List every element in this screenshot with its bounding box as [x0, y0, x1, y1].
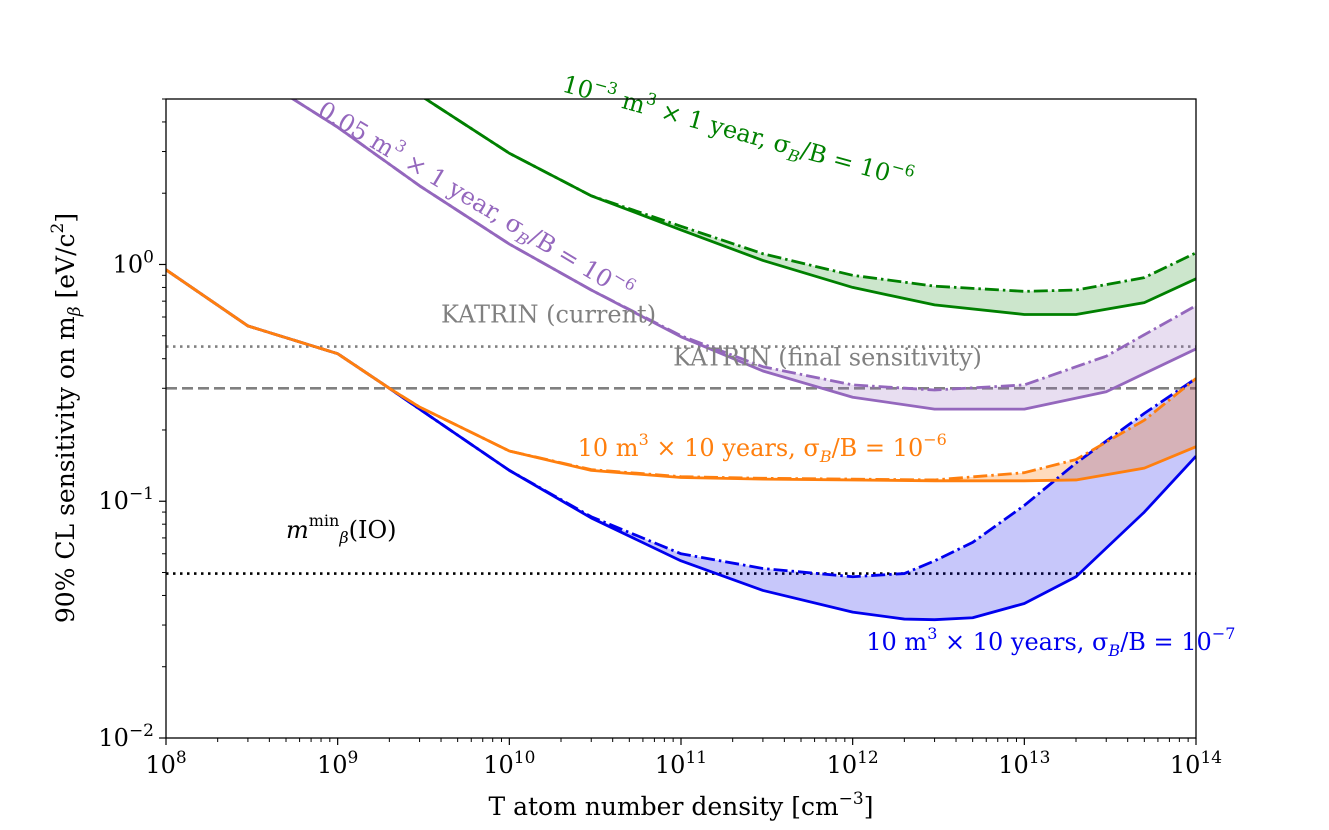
x-axis-label: T atom number density [cm−3] — [488, 789, 873, 821]
x-tick-label: 108​ — [145, 748, 186, 779]
series-solid-line-1 — [166, 268, 1196, 483]
y-tick-label: 10−2​ — [98, 721, 154, 752]
y-axis: 10−2​ 10−1​ 100​ — [98, 98, 166, 752]
y-tick-label: 10−1​ — [98, 484, 154, 515]
hline-label-katrin-final: KATRIN (final sensitivity) — [673, 343, 982, 371]
series-label-1: 10 m3 × 10 years, σB/B = 10−6 — [578, 430, 947, 466]
hline-label-io-minimum: mminβ(IO) — [286, 511, 397, 547]
x-tick-label: 1011​ — [655, 748, 707, 779]
series-band-2 — [293, 99, 1196, 410]
x-tick-label: 1014​ — [1170, 748, 1222, 779]
y-tick-label: 100​ — [113, 247, 154, 278]
series-label-0: 10 m3 × 10 years, σB/B = 10−7 — [866, 624, 1235, 660]
x-tick-label: 1010​ — [483, 748, 535, 779]
series-solid-line-3 — [423, 99, 1196, 316]
series-solid-line-2 — [290, 99, 1196, 411]
series-band-1 — [166, 269, 1196, 481]
plot-area — [166, 99, 1196, 622]
hline-label-katrin-current: KATRIN (current) — [441, 300, 656, 328]
series-band-3 — [425, 99, 1196, 315]
x-tick-label: 109​ — [317, 748, 358, 779]
x-tick-label: 1013​ — [998, 748, 1050, 779]
y-axis-label: 90% CL sensitivity on mβ [eV/c2] — [48, 213, 85, 623]
x-axis: 108​ 109​ 1010​ 1011​ 1012​ 1013​ 1014​ — [145, 738, 1222, 779]
series-dashdot-line-0 — [166, 268, 1196, 579]
x-tick-label: 1012​ — [827, 748, 879, 779]
series-dashdot-line-3 — [423, 99, 1196, 293]
